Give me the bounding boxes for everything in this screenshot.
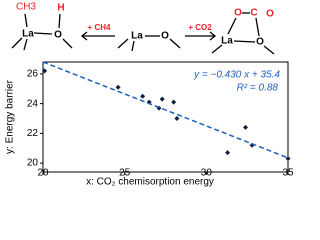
scheme-label: C [250, 8, 257, 19]
scheme-label: O [161, 31, 169, 42]
scheme-label: O [234, 8, 242, 19]
bond [227, 17, 237, 35]
bond [62, 38, 73, 49]
arrow-head [209, 31, 217, 41]
scheme-label: O [256, 37, 264, 48]
y-axis-label: y: Energy barrier [5, 79, 16, 154]
point [115, 84, 121, 90]
bond [11, 37, 23, 49]
x-tick-label: 25 [119, 168, 131, 179]
x-axis-label: x: CO₂ chemisorption energy [86, 177, 214, 188]
bond [263, 45, 275, 55]
bond [211, 44, 223, 54]
plot-frame [42, 61, 289, 173]
point [159, 96, 165, 102]
scheme-label: La [22, 29, 34, 40]
y-tick-label: 22 [27, 128, 39, 139]
scheme-label: + CH4 [88, 23, 111, 32]
point [171, 99, 177, 105]
point [174, 115, 180, 121]
point [243, 124, 249, 130]
x-tick-label: 35 [282, 168, 294, 179]
bond [58, 13, 61, 29]
point [225, 150, 231, 156]
scheme-label: H [57, 3, 64, 14]
x-tick-label: 30 [201, 168, 213, 179]
figure: CH3 H La O + CH4 La O + CO2 O C O La O x… [5, 2, 294, 188]
bond [33, 32, 53, 35]
r-squared: R² = 0.88 [237, 83, 279, 94]
scheme-label: La [131, 31, 143, 42]
point [285, 156, 291, 162]
bond [255, 17, 260, 37]
scheme-label: CH3 [16, 2, 36, 13]
point [140, 93, 146, 99]
scheme-label: O [54, 30, 62, 41]
scheme-label: O [266, 9, 274, 20]
scheme-label: + CO2 [188, 23, 212, 32]
trend-equation: y = −0.430 x + 35.4 [193, 70, 280, 81]
point [42, 68, 48, 74]
x-tick-label: 20 [37, 168, 49, 179]
bond [24, 13, 28, 28]
scheme-label: La [221, 36, 233, 47]
y-tick-label: 20 [27, 158, 39, 169]
bond [169, 38, 181, 49]
trendline [42, 61, 289, 159]
y-tick-label: 24 [27, 98, 39, 109]
bond [117, 38, 129, 49]
bond [23, 38, 28, 51]
y-tick-label: 26 [27, 69, 39, 80]
bond [233, 40, 256, 43]
scheme [11, 12, 275, 55]
arrow-head [80, 31, 88, 41]
bond [131, 40, 135, 52]
